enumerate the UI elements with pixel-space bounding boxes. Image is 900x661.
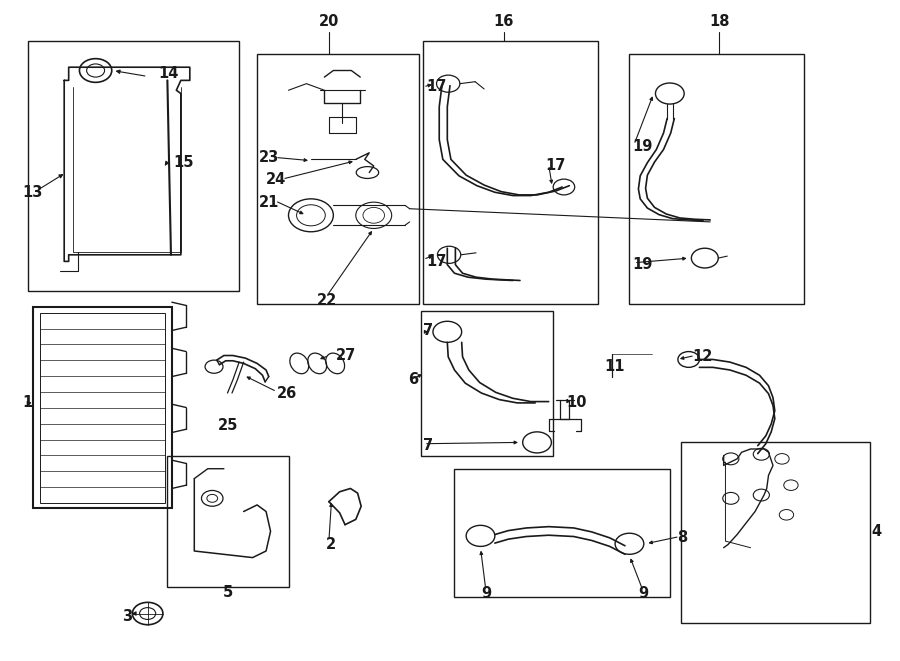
Bar bbox=[32, 307, 172, 508]
Text: 5: 5 bbox=[223, 585, 233, 600]
Text: 25: 25 bbox=[218, 418, 238, 434]
Bar bbox=[629, 54, 805, 304]
Bar bbox=[423, 41, 598, 304]
Bar bbox=[681, 442, 870, 623]
Bar bbox=[257, 54, 418, 304]
Text: 19: 19 bbox=[632, 257, 652, 272]
Text: 24: 24 bbox=[266, 172, 286, 186]
Text: 19: 19 bbox=[632, 139, 652, 154]
Text: 7: 7 bbox=[423, 438, 433, 453]
Text: 27: 27 bbox=[336, 348, 356, 363]
Text: 8: 8 bbox=[677, 530, 688, 545]
Text: 9: 9 bbox=[638, 586, 648, 602]
Text: 2: 2 bbox=[326, 537, 337, 552]
Text: 18: 18 bbox=[709, 14, 729, 29]
Text: 4: 4 bbox=[872, 524, 882, 539]
Text: 22: 22 bbox=[317, 293, 338, 309]
Bar bbox=[167, 455, 289, 587]
Bar bbox=[454, 469, 670, 597]
Text: 26: 26 bbox=[277, 385, 297, 401]
Bar bbox=[28, 41, 239, 291]
Text: 17: 17 bbox=[545, 159, 565, 173]
Text: 1: 1 bbox=[22, 395, 32, 410]
Text: 7: 7 bbox=[423, 323, 433, 338]
Text: 12: 12 bbox=[692, 349, 713, 364]
Text: 16: 16 bbox=[493, 14, 514, 29]
Text: 23: 23 bbox=[259, 150, 279, 165]
Text: 14: 14 bbox=[158, 66, 179, 81]
Text: 11: 11 bbox=[604, 359, 625, 374]
Text: 17: 17 bbox=[427, 254, 447, 269]
Text: 6: 6 bbox=[408, 372, 418, 387]
Text: 20: 20 bbox=[319, 14, 339, 29]
Text: 9: 9 bbox=[481, 586, 491, 602]
Bar bbox=[421, 311, 554, 455]
Bar bbox=[40, 313, 165, 503]
Text: 15: 15 bbox=[174, 155, 194, 170]
Text: 10: 10 bbox=[567, 395, 587, 410]
Text: 21: 21 bbox=[259, 194, 279, 210]
Text: 17: 17 bbox=[427, 79, 447, 95]
Text: 13: 13 bbox=[22, 185, 42, 200]
Text: 3: 3 bbox=[122, 609, 132, 625]
